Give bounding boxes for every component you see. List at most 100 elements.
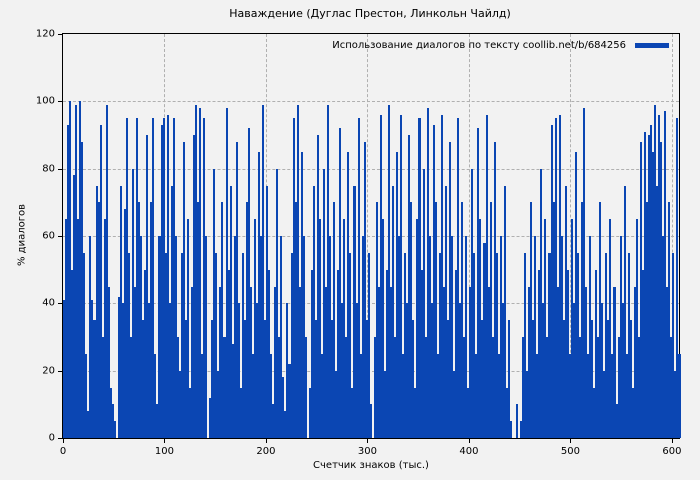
bar [310,269,313,438]
bar [288,363,291,438]
bar [609,219,612,438]
bar [294,202,297,438]
bar [138,202,141,438]
bar [284,411,287,438]
bar [77,219,80,438]
bar [489,202,492,438]
bar [355,303,358,438]
bar [392,185,395,438]
bar [463,337,466,438]
bar [629,320,632,438]
bar [499,236,502,438]
bar [379,114,382,438]
bar [132,168,135,438]
y-tick-label: 60 [42,230,55,242]
bar-series [63,34,681,438]
chart-title: Наваждение (Дуглас Престон, Линкольн Чай… [229,7,511,20]
bar [383,370,386,438]
bar [292,118,295,438]
bar [394,337,397,438]
bar [302,236,305,438]
gridline-h [63,101,679,103]
bar [542,303,545,438]
bar [75,104,78,438]
x-tick [367,438,369,443]
bar [128,252,131,438]
bar [585,286,588,438]
bar [457,118,460,438]
bar [528,286,531,438]
bar [170,185,173,438]
bar [605,252,608,438]
bar [333,202,336,438]
bar [121,303,124,438]
bar [428,236,431,438]
x-tick-label: 300 [357,446,377,457]
bar [645,202,648,438]
bar [398,236,401,438]
bar [601,303,604,438]
bar [205,236,208,438]
bar [182,141,185,438]
bar [278,337,281,438]
bar [325,286,328,438]
bar [109,387,112,438]
y-tick [58,168,63,170]
bar [351,387,354,438]
bar [89,236,92,438]
bar [282,377,285,438]
bar [593,387,596,438]
bar [410,202,413,438]
bar [136,118,139,438]
bar [400,114,403,438]
bar [412,320,415,438]
bar [123,209,126,438]
bar [572,303,575,438]
bar [538,269,541,438]
bar [65,219,68,438]
bar [589,236,592,438]
bar [312,185,315,438]
bar [146,135,149,438]
bar [280,236,283,438]
bar [274,286,277,438]
bar [385,269,388,438]
bar [656,185,659,438]
x-tick [468,438,470,443]
bar [95,185,98,438]
bar [85,353,88,438]
bar [229,185,232,438]
bar [79,101,82,438]
gridline-h [63,236,679,237]
bar [111,404,114,438]
bar [613,286,616,438]
bar [359,353,362,438]
bar [166,114,169,438]
bar [339,128,342,438]
bar [105,104,108,438]
legend-swatch [635,43,669,48]
bar [587,353,590,438]
y-tick-label: 20 [42,365,55,377]
bar [611,353,614,438]
bar [186,219,189,438]
bar [654,104,657,438]
bar [255,303,258,438]
legend: Использование диалогов по тексту coollib… [332,40,669,51]
bar [276,168,279,438]
bar [213,168,216,438]
bar [158,236,161,438]
y-tick [58,236,63,237]
bar [83,252,86,438]
bar [176,337,179,438]
bar [536,353,539,438]
bar [245,202,248,438]
bar [199,108,202,438]
bar [178,370,181,438]
bar [243,320,246,438]
bar [119,185,122,438]
bar [432,124,435,438]
bar [453,370,456,438]
bar [262,104,265,438]
